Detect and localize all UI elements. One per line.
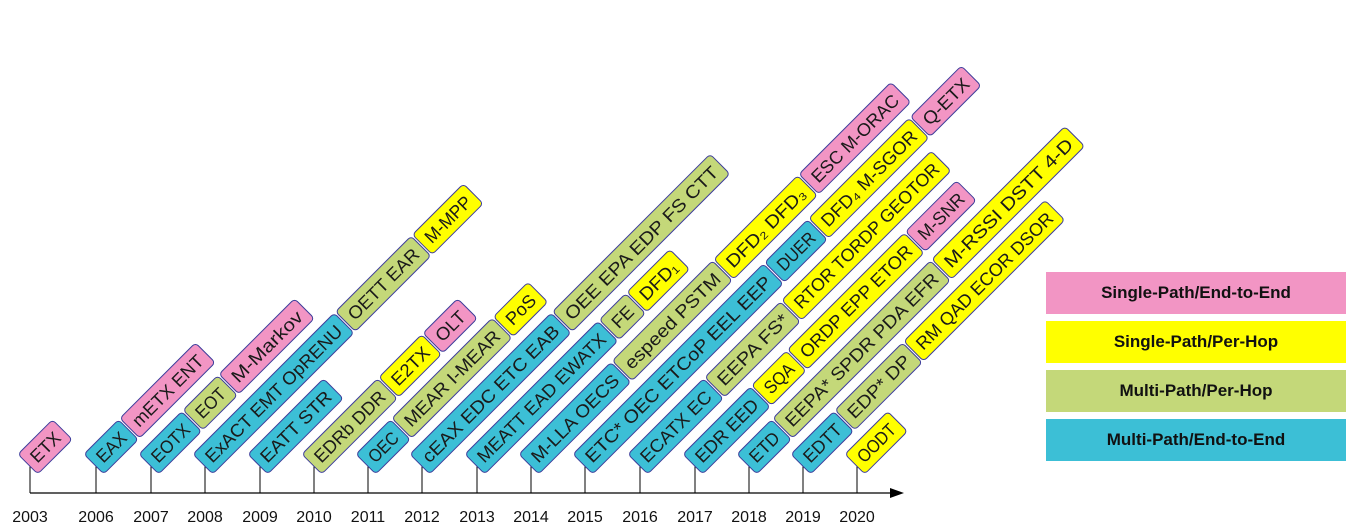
segment-2010-olt (424, 299, 477, 352)
segment-2010-e2tx (380, 335, 441, 396)
year-label-2011: 2011 (351, 509, 386, 526)
segment-2007-eot (184, 376, 237, 429)
year-label-2018: 2018 (731, 509, 767, 526)
year-label-2008: 2008 (187, 509, 223, 526)
segment-2017-ordp-epp-etor (788, 234, 923, 369)
segment-2013-dfd (628, 250, 689, 311)
segment-2019-edp-dp (836, 343, 922, 429)
segment-2012-oee-epa-edp-fs-ctt (553, 155, 729, 331)
segment-2015-q-etx (911, 67, 980, 136)
segment-label-2008-oett-ear: OETT EAR (344, 244, 424, 324)
segment-2015-dfd-m-sgor (810, 119, 928, 237)
segment-2010-edrb-ddr (303, 379, 397, 473)
segment-2018-eepa-spdr-pda-efr (774, 261, 950, 437)
segment-2016-rtor-tordp-geotor (783, 152, 950, 319)
year-label-2003: 2003 (12, 509, 48, 526)
segment-2018-etd (738, 420, 791, 473)
segment-2014-esc-m-orac (800, 83, 910, 193)
legend-multi-path-per-hop: Multi-Path/Per-Hop (1046, 370, 1346, 412)
segment-2009-eatt-str (249, 379, 343, 473)
segment-2017-sqa (752, 352, 805, 405)
legend-single-path-per-hop: Single-Path/Per-Hop (1046, 321, 1346, 363)
segment-2008-exact-emt-oprenu (194, 314, 353, 473)
segment-2012-ceax-edc-etc-eab (411, 314, 570, 473)
segment-2006-eax (85, 420, 138, 473)
year-label-2017: 2017 (677, 509, 713, 526)
segment-2019-edtt (792, 412, 853, 473)
segment-2011-pos (494, 283, 547, 336)
year-label-2009: 2009 (242, 509, 278, 526)
segment-2007-eotx (140, 412, 201, 473)
segment-2018-m-rssi-dstt-4-d (933, 127, 1084, 278)
segment-2011-mear-i-mear (393, 319, 511, 437)
segment-2007-m-markov (220, 299, 314, 393)
segment-2014-dfd-dfd (715, 176, 817, 278)
segment-2016-ecatx-ec (629, 379, 723, 473)
year-label-2007: 2007 (133, 509, 169, 526)
segment-2008-m-mpp (413, 184, 483, 254)
legend-multi-path-end-to-end: Multi-Path/End-to-End (1046, 419, 1346, 461)
year-label-2020: 2020 (839, 509, 875, 526)
segment-2014-espeed-pstm (613, 261, 732, 380)
segment-2008-oett-ear (336, 237, 430, 331)
year-label-2015: 2015 (567, 509, 603, 526)
segment-2011-oec (357, 420, 410, 473)
segment-2020-oodt (846, 412, 907, 473)
year-label-2012: 2012 (404, 509, 440, 526)
year-label-2010: 2010 (296, 509, 332, 526)
year-label-2014: 2014 (513, 509, 549, 526)
segment-2015-etc-oec-etcop-eel-eep (574, 265, 782, 473)
segment-2013-fe (600, 294, 645, 339)
segment-2017-edr-eed (684, 388, 769, 473)
segment-2014-m-lla-oecs (520, 363, 630, 473)
year-label-2006: 2006 (78, 509, 114, 526)
segment-2003-etx (19, 420, 72, 473)
year-label-2013: 2013 (459, 509, 495, 526)
segment-2006-metx-ent (121, 343, 215, 437)
segment-2016-eepa-fs (706, 302, 800, 396)
segment-2013-meatt-ead-ewatx (466, 322, 617, 473)
segment-2019-rm-qad-ecor-dsor (904, 201, 1064, 361)
year-label-2016: 2016 (622, 509, 658, 526)
year-label-2019: 2019 (785, 509, 821, 526)
segment-2015-duer (765, 220, 827, 282)
year-column-2020: OODT (846, 412, 907, 473)
legend-single-path-end-to-end: Single-Path/End-to-End (1046, 272, 1346, 314)
segment-2017-m-snr (906, 181, 976, 251)
year-column-2003: ETX (19, 420, 72, 473)
timeline-axis-arrow (890, 488, 904, 498)
